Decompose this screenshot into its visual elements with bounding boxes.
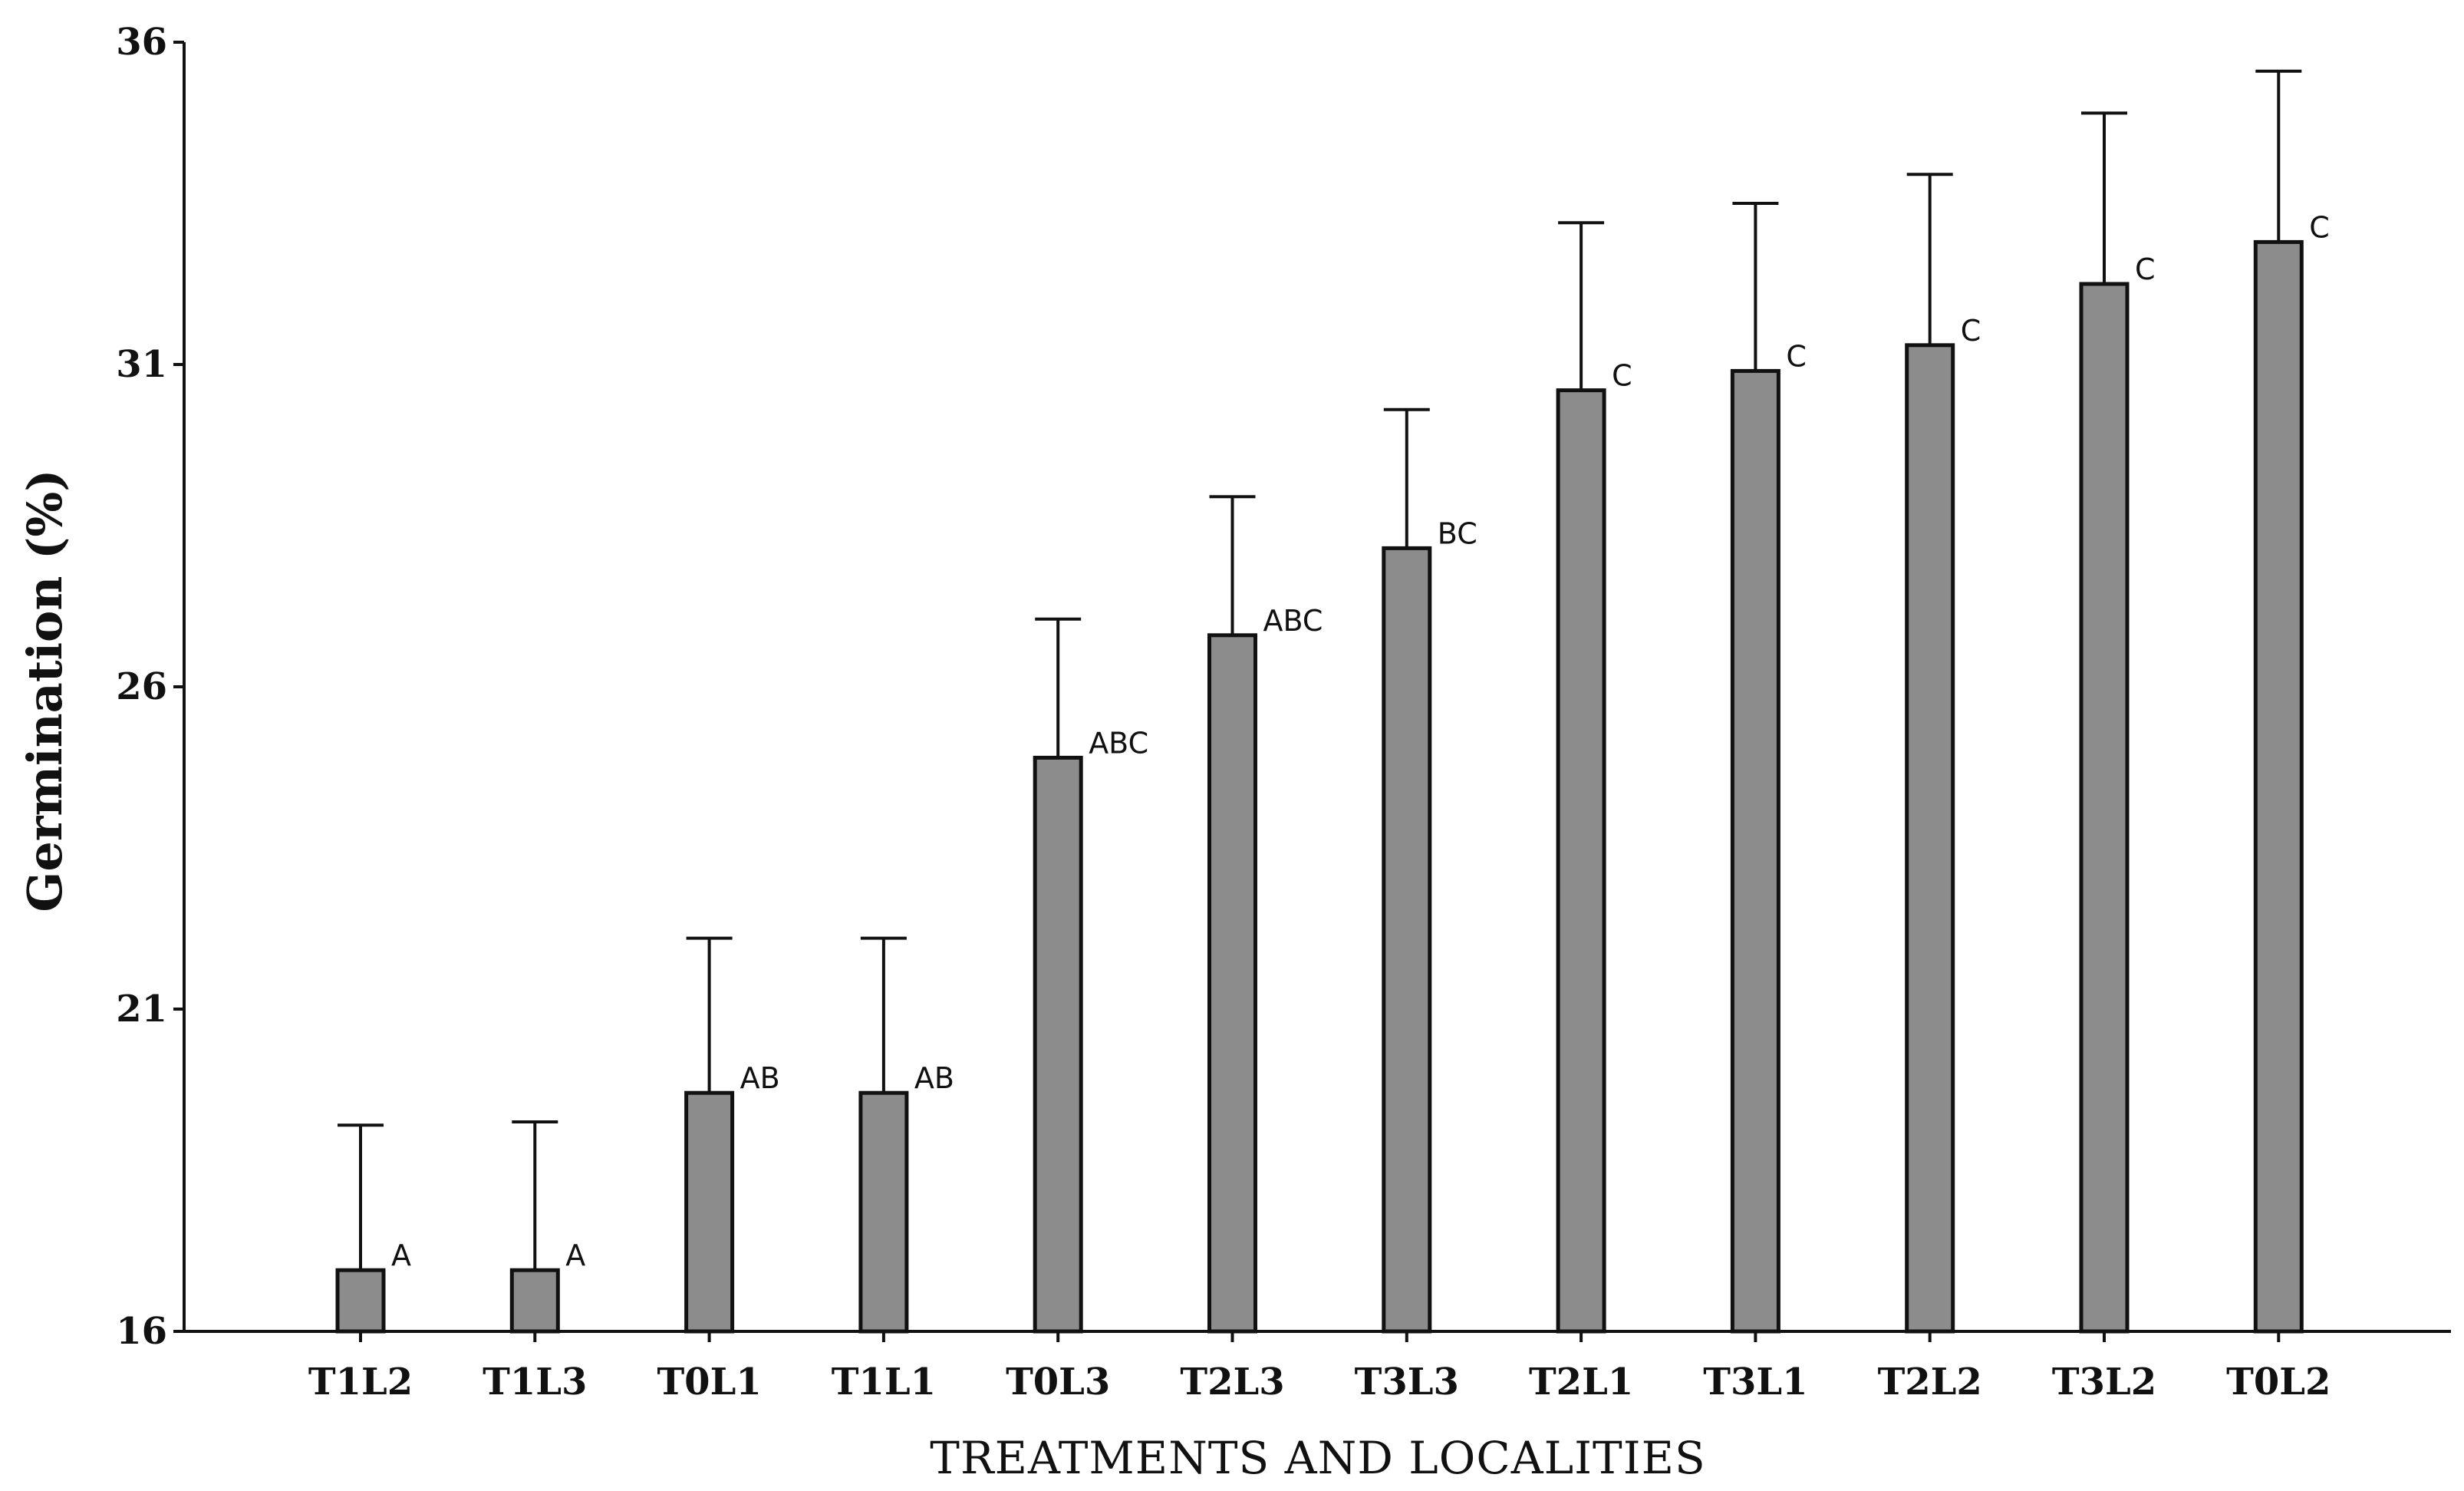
y-tick-label: 31 xyxy=(116,343,167,386)
x-tick-label: T2L1 xyxy=(1529,1361,1633,1404)
x-axis-title: TREATMENTS AND LOCALITIES xyxy=(930,1432,1705,1484)
significance-label: A xyxy=(565,1239,585,1272)
bar xyxy=(1905,343,1955,1334)
x-tick-label: T1L1 xyxy=(832,1361,936,1404)
significance-label: C xyxy=(2309,210,2330,244)
significance-label: C xyxy=(1961,314,1981,348)
significance-label: BC xyxy=(1438,516,1477,550)
significance-label: A xyxy=(391,1239,411,1272)
bar xyxy=(1556,388,1606,1334)
x-tick-label: T0L1 xyxy=(657,1361,761,1404)
bar xyxy=(2253,239,2304,1334)
significance-label: C xyxy=(1612,359,1632,393)
significance-label: AB xyxy=(740,1061,780,1095)
significance-label: ABC xyxy=(1089,726,1148,760)
y-axis-title: Germination (%) xyxy=(17,469,73,912)
x-tick-label: T2L3 xyxy=(1180,1361,1284,1404)
x-tick-label: T0L2 xyxy=(2226,1361,2331,1404)
x-tick-label: T3L1 xyxy=(1703,1361,1807,1404)
bar xyxy=(1033,755,1083,1334)
x-tick-label: T1L2 xyxy=(308,1361,413,1404)
significance-label: C xyxy=(2135,252,2156,286)
y-tick-label: 36 xyxy=(116,21,167,64)
x-tick-label: T3L2 xyxy=(2052,1361,2156,1404)
significance-label: ABC xyxy=(1263,604,1323,638)
x-tick-label: T2L2 xyxy=(1878,1361,1982,1404)
bar xyxy=(1207,633,1257,1334)
x-tick-label: T0L3 xyxy=(1006,1361,1110,1404)
significance-label: C xyxy=(1786,339,1807,373)
y-tick-label: 21 xyxy=(116,988,167,1031)
significance-label: AB xyxy=(914,1061,954,1095)
bar xyxy=(1730,368,1780,1334)
bar xyxy=(1382,546,1432,1334)
y-tick-label: 16 xyxy=(116,1310,167,1353)
plot-area: 16 21 26 31 36 T1L2 A T1L3 A T0L1 AB T1L1 AB T0L3 ABC T… xyxy=(116,21,2451,1404)
x-tick-label: T3L3 xyxy=(1355,1361,1459,1404)
bar xyxy=(2079,282,2130,1334)
x-tick-label: T1L3 xyxy=(483,1361,587,1404)
bar xyxy=(858,1090,909,1334)
bar xyxy=(684,1090,735,1334)
bar xyxy=(509,1268,560,1334)
y-tick-label: 26 xyxy=(116,665,167,708)
bar xyxy=(335,1268,386,1334)
